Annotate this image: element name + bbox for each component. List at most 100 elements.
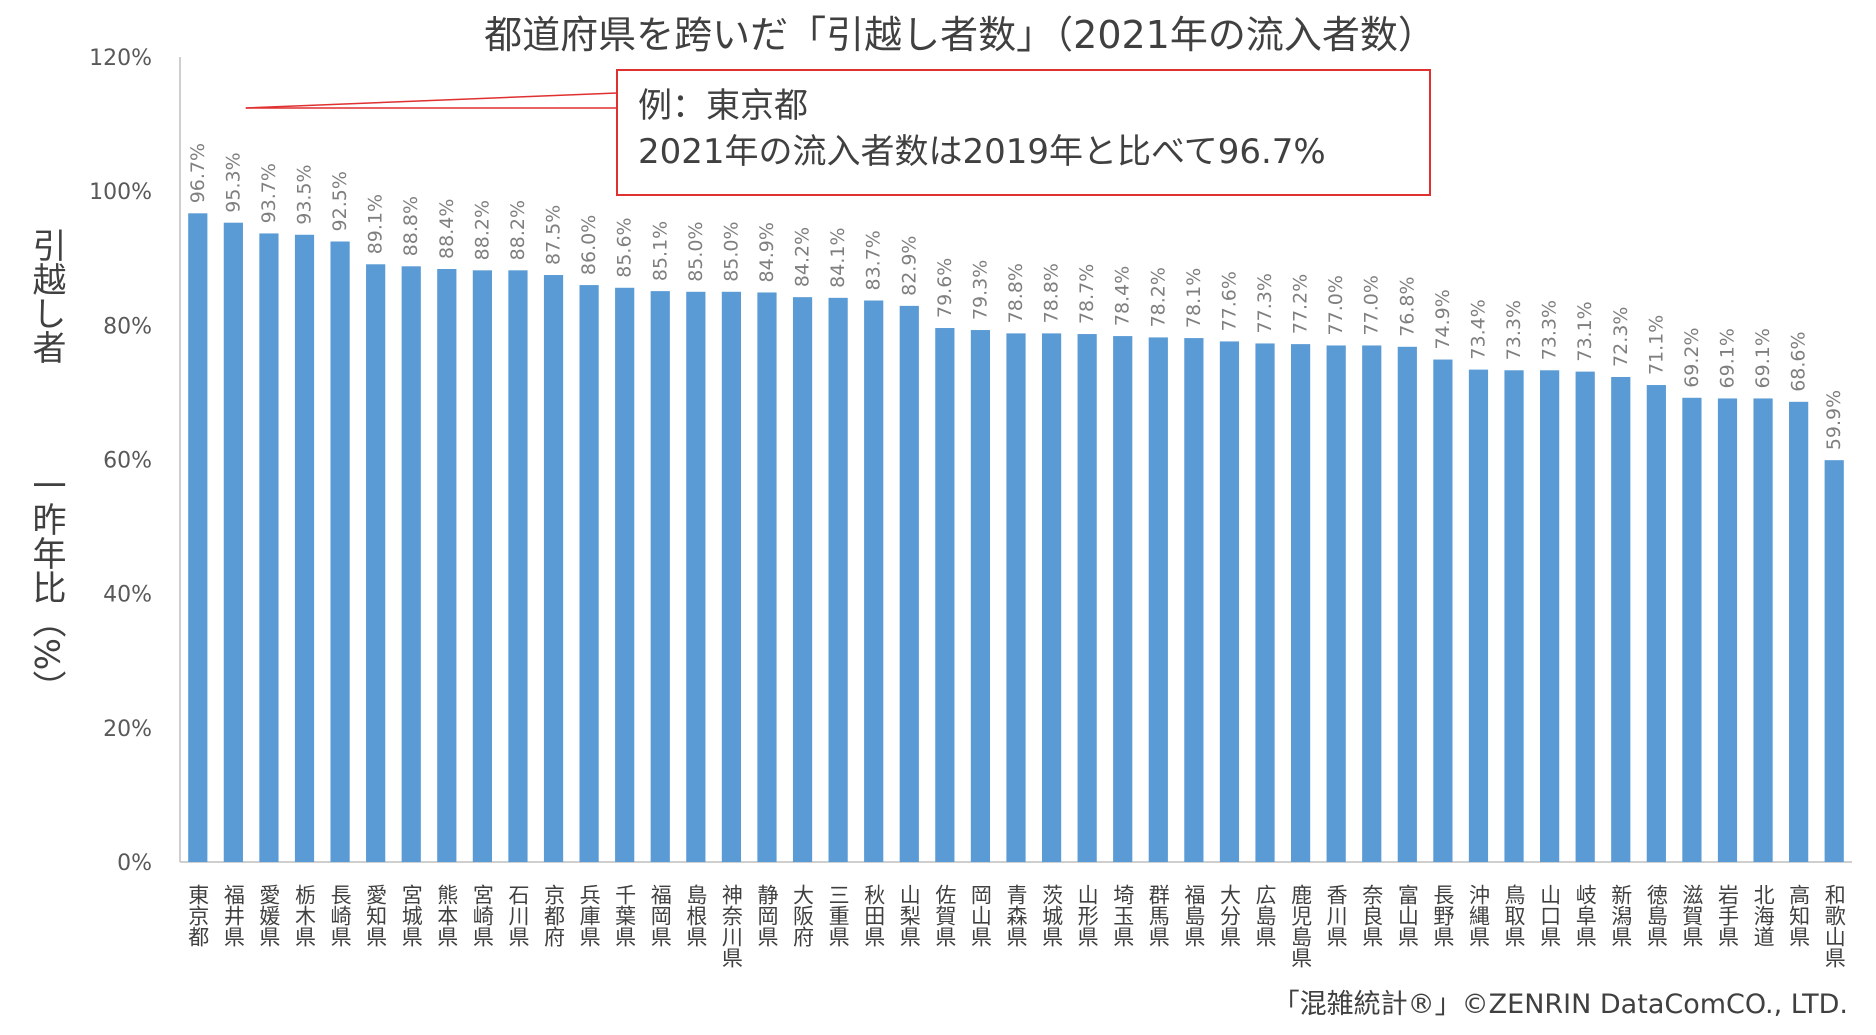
- bar: [864, 300, 884, 862]
- data-label: 78.4%: [1112, 266, 1134, 326]
- y-tick-label: 40%: [103, 583, 152, 608]
- data-label: 88.2%: [471, 200, 493, 260]
- bar: [1789, 401, 1809, 862]
- callout-box: [616, 69, 1431, 196]
- data-label: 77.0%: [1325, 275, 1347, 335]
- data-label: 93.5%: [294, 164, 316, 224]
- x-tick-label: 福島県: [1182, 884, 1206, 947]
- x-tick-label: 群馬県: [1146, 884, 1170, 947]
- data-label: 85.0%: [720, 221, 742, 281]
- bar: [1184, 338, 1204, 862]
- bar: [188, 213, 208, 862]
- bar: [330, 241, 350, 862]
- x-tick-label: 大分県: [1217, 884, 1241, 947]
- x-tick-label: 鳥取県: [1502, 884, 1526, 947]
- bar: [1753, 398, 1773, 862]
- data-label: 77.3%: [1254, 273, 1276, 333]
- data-label: 79.3%: [969, 260, 991, 320]
- data-label: 73.3%: [1503, 300, 1525, 360]
- bar: [366, 264, 386, 863]
- x-tick-label: 神奈川県: [719, 884, 743, 968]
- y-tick-label: 120%: [89, 46, 152, 71]
- x-tick-label: 福岡県: [648, 884, 672, 947]
- bar: [223, 222, 243, 863]
- bar: [1397, 346, 1417, 862]
- x-tick-label: 長崎県: [328, 884, 352, 947]
- bar: [1113, 336, 1133, 863]
- x-tick-label: 大阪府: [791, 884, 815, 947]
- x-tick-label: 山形県: [1075, 884, 1099, 947]
- data-label: 95.3%: [222, 152, 244, 212]
- bar: [1290, 344, 1311, 862]
- data-label: 78.7%: [1076, 264, 1098, 324]
- y-tick-label: 80%: [103, 314, 152, 339]
- data-label: 77.0%: [1361, 275, 1383, 335]
- data-label: 78.8%: [1041, 263, 1063, 323]
- x-tick-label: 石川県: [506, 884, 530, 947]
- data-label: 88.8%: [400, 196, 422, 256]
- bar: [472, 270, 492, 862]
- x-tick-label: 新潟県: [1609, 884, 1633, 947]
- x-tick-label: 鹿児島県: [1289, 884, 1313, 968]
- bar: [1219, 341, 1240, 862]
- data-label: 85.1%: [649, 221, 671, 281]
- data-label: 78.2%: [1147, 267, 1169, 327]
- data-label: 77.6%: [1218, 271, 1240, 331]
- bar: [1717, 398, 1738, 862]
- data-label: 78.1%: [1183, 268, 1205, 328]
- data-label: 69.1%: [1752, 328, 1774, 388]
- x-tick-label: 静岡県: [755, 884, 779, 947]
- x-tick-label: 岩手県: [1715, 884, 1739, 947]
- x-tick-label: 東京都: [186, 884, 210, 947]
- bar: [757, 292, 777, 862]
- x-tick-label: 秋田県: [862, 884, 886, 947]
- data-label: 88.2%: [507, 200, 529, 260]
- x-tick-label: 北海道: [1751, 884, 1775, 947]
- bar: [1077, 334, 1097, 862]
- data-label: 78.8%: [1005, 263, 1027, 323]
- bar: [508, 270, 528, 862]
- x-tick-label: 茨城県: [1040, 884, 1064, 947]
- x-tick-label: 香川県: [1324, 884, 1348, 947]
- y-tick-label: 20%: [103, 717, 152, 742]
- bar: [1504, 370, 1524, 862]
- data-label: 86.0%: [578, 215, 600, 275]
- bar: [259, 233, 279, 862]
- y-axis-label-line-2: 一昨年比（%）: [26, 468, 66, 704]
- data-label: 71.1%: [1645, 315, 1667, 375]
- x-tick-label: 千葉県: [613, 884, 637, 947]
- bar: [899, 305, 919, 863]
- callout-leader-line: [245, 92, 618, 109]
- data-label: 82.9%: [898, 236, 920, 296]
- data-label: 77.2%: [1290, 274, 1312, 334]
- x-tick-label: 三重県: [826, 884, 850, 947]
- data-label: 84.1%: [827, 227, 849, 287]
- x-tick-label: 青森県: [1004, 884, 1028, 947]
- x-tick-label: 滋賀県: [1680, 884, 1704, 947]
- x-tick-label: 宮城県: [399, 884, 423, 947]
- data-label: 69.1%: [1716, 328, 1738, 388]
- bar: [1611, 376, 1631, 862]
- x-tick-label: 高知県: [1787, 884, 1811, 947]
- x-tick-label: 広島県: [1253, 884, 1277, 947]
- x-tick-label: 岡山県: [968, 884, 992, 947]
- data-label: 72.3%: [1610, 307, 1632, 367]
- bar: [828, 297, 848, 862]
- x-tick-label: 宮崎県: [470, 884, 494, 947]
- x-tick-label: 沖縄県: [1466, 884, 1490, 947]
- bar: [792, 297, 813, 862]
- bar: [579, 285, 599, 862]
- data-label: 87.5%: [543, 205, 565, 265]
- data-label: 93.7%: [258, 163, 280, 223]
- bar: [650, 291, 670, 862]
- bar: [1006, 333, 1026, 863]
- y-axis-label-line-1: 引越し者: [26, 228, 66, 364]
- x-tick-label: 富山県: [1395, 884, 1419, 947]
- annotation-callout: 例：東京都 2021年の流入者数は2019年と比べて96.7%: [245, 69, 1431, 196]
- bar: [1646, 385, 1666, 862]
- bar: [437, 268, 457, 862]
- bar: [294, 234, 315, 863]
- x-tick-label: 岐阜県: [1573, 884, 1597, 947]
